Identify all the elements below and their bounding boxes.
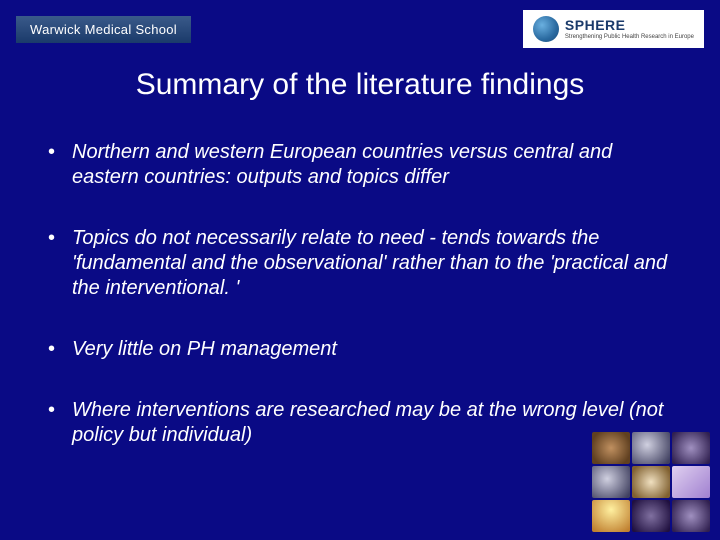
- thumbnail-icon: [672, 432, 710, 464]
- list-item: • Very little on PH management: [48, 337, 672, 362]
- list-item: • Northern and western European countrie…: [48, 140, 672, 190]
- thumbnail-icon: [592, 432, 630, 464]
- corner-image-grid: [592, 432, 712, 532]
- sphere-tagline: Strengthening Public Health Research in …: [565, 34, 694, 40]
- bullet-dot-icon: •: [48, 226, 72, 301]
- bullet-dot-icon: •: [48, 337, 72, 362]
- page-title: Summary of the literature findings: [0, 68, 720, 102]
- sphere-badge: SPHERE Strengthening Public Health Resea…: [523, 10, 704, 48]
- bullet-text: Topics do not necessarily relate to need…: [72, 226, 672, 301]
- thumbnail-icon: [632, 500, 670, 532]
- list-item: • Topics do not necessarily relate to ne…: [48, 226, 672, 301]
- thumbnail-icon: [632, 432, 670, 464]
- sphere-text: SPHERE Strengthening Public Health Resea…: [565, 18, 694, 40]
- thumbnail-icon: [632, 466, 670, 498]
- warwick-badge: Warwick Medical School: [16, 16, 191, 43]
- bullet-dot-icon: •: [48, 398, 72, 448]
- thumbnail-icon: [592, 500, 630, 532]
- bullet-text: Northern and western European countries …: [72, 140, 672, 190]
- header-bar: Warwick Medical School SPHERE Strengthen…: [16, 8, 704, 50]
- sphere-name: SPHERE: [565, 18, 694, 32]
- thumbnail-icon: [592, 466, 630, 498]
- globe-icon: [533, 16, 559, 42]
- bullet-dot-icon: •: [48, 140, 72, 190]
- thumbnail-icon: [672, 500, 710, 532]
- bullet-text: Very little on PH management: [72, 337, 672, 362]
- bullet-text: Where interventions are researched may b…: [72, 398, 672, 448]
- thumbnail-icon: [672, 466, 710, 498]
- list-item: • Where interventions are researched may…: [48, 398, 672, 448]
- bullet-list: • Northern and western European countrie…: [48, 140, 672, 484]
